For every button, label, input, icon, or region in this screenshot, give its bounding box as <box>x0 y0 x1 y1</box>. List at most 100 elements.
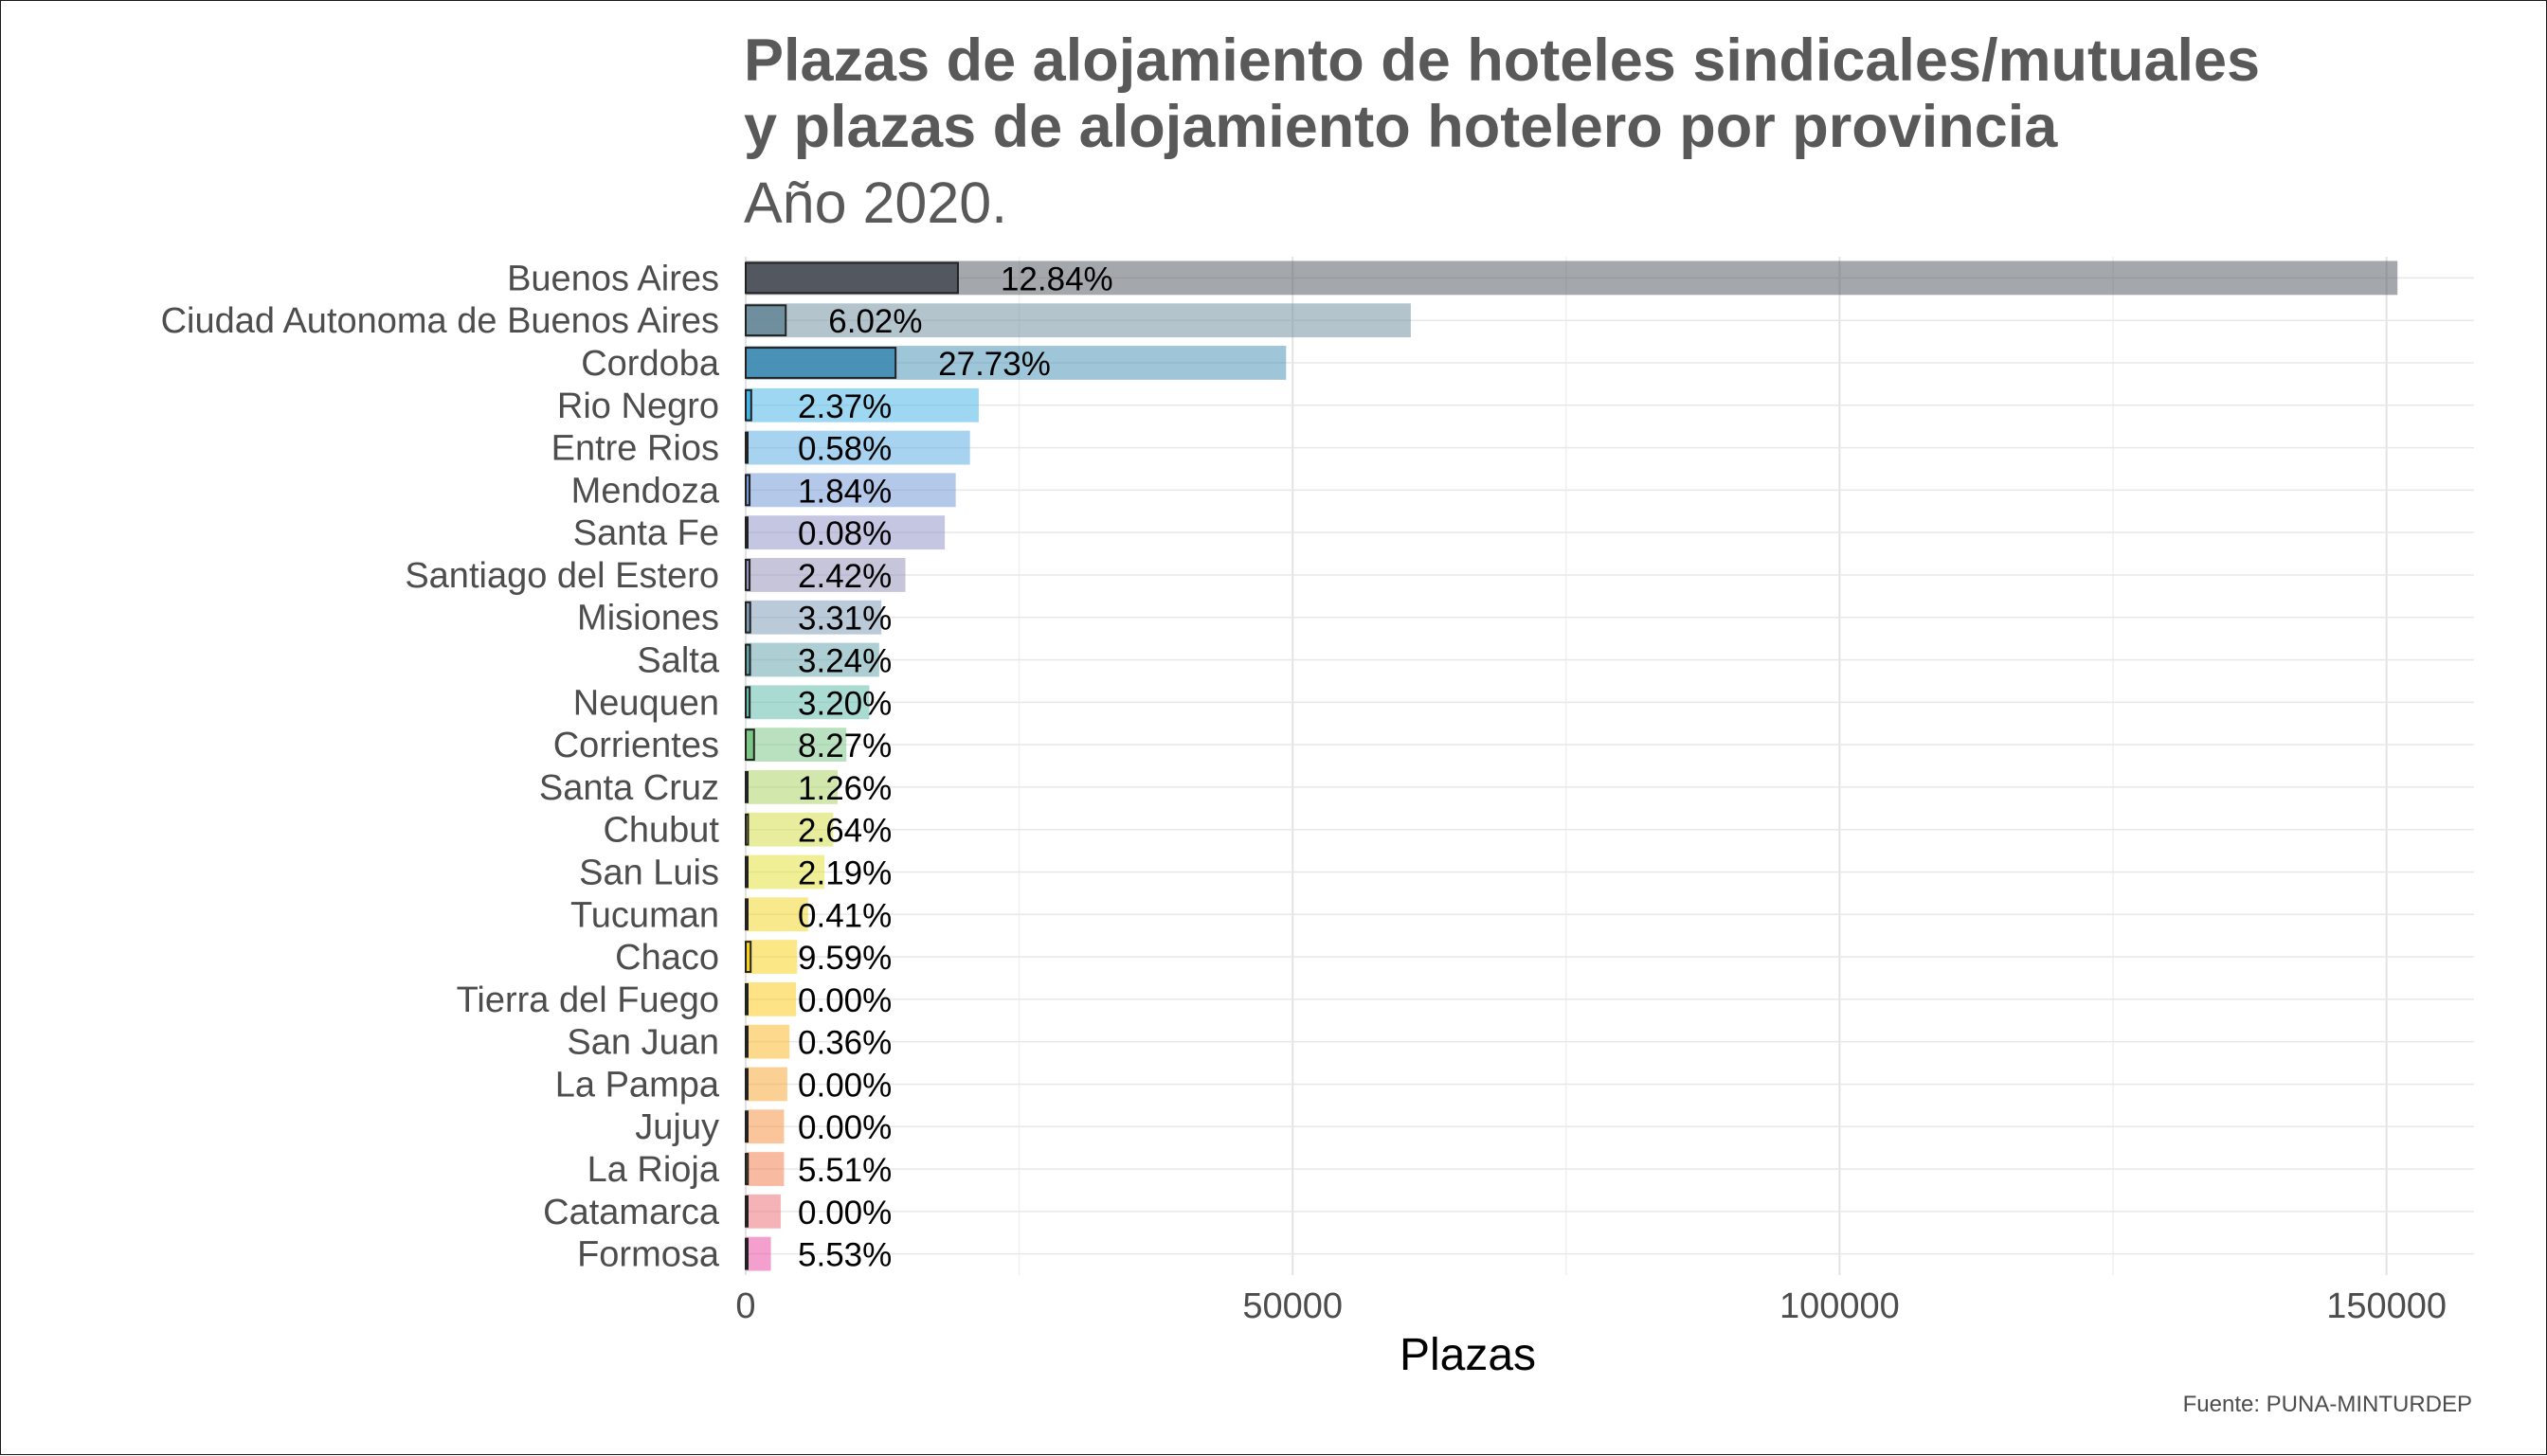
bar-total-plazas <box>746 1194 781 1229</box>
bar-data-label: 6.02% <box>828 303 922 340</box>
bar-total-plazas <box>746 642 879 677</box>
bar-data-label: 3.24% <box>798 643 892 680</box>
bar-total-plazas <box>746 685 870 720</box>
y-tick-label: San Luis <box>579 853 719 892</box>
bar-total-plazas <box>746 430 970 465</box>
bar-total-plazas <box>746 515 946 550</box>
bar-total-plazas <box>746 261 2398 296</box>
bar-sindical-plazas <box>745 388 752 422</box>
y-tick-label: Jujuy <box>635 1107 719 1147</box>
bar-data-label: 0.41% <box>798 897 892 934</box>
bar-sindical-plazas <box>745 686 751 719</box>
y-tick-label: Rio Negro <box>557 386 719 426</box>
bar-data-label: 2.19% <box>798 854 892 891</box>
bar-sindical-plazas <box>745 1068 749 1101</box>
y-tick-label: Santa Cruz <box>539 768 719 808</box>
bar-sindical-plazas <box>745 982 749 1016</box>
bar-data-label: 0.00% <box>798 1195 892 1231</box>
chart-title: Plazas de alojamiento de hoteles sindica… <box>744 27 2260 160</box>
y-tick-label: La Pampa <box>555 1065 720 1105</box>
bar-total-plazas <box>746 1109 785 1144</box>
y-tick-label: Tucuman <box>570 895 719 935</box>
bar-data-label: 27.73% <box>938 346 1051 383</box>
bar-data-label: 9.59% <box>798 940 892 977</box>
y-tick-label: Cordoba <box>581 344 720 384</box>
bar-data-label: 8.27% <box>798 728 892 764</box>
bar-sindical-plazas <box>745 855 749 889</box>
chart-title-line: Plazas de alojamiento de hoteles sindica… <box>744 27 2261 94</box>
bar-sindical-plazas <box>745 898 749 931</box>
x-tick-label: 50000 <box>1242 1286 1343 1326</box>
bar-total-plazas <box>746 387 979 422</box>
y-tick-label: Santiago del Estero <box>405 556 719 596</box>
bar-sindical-plazas <box>745 941 752 973</box>
bar-sindical-plazas <box>745 643 751 676</box>
bar-total-plazas <box>746 303 1411 338</box>
bar-sindical-plazas <box>745 474 751 507</box>
y-tick-label: San Juan <box>567 1023 719 1063</box>
y-tick-label: Chaco <box>615 938 719 978</box>
y-tick-label: Entre Rios <box>551 429 719 469</box>
bar-data-label: 0.00% <box>798 982 892 1019</box>
bar-sindical-plazas <box>745 261 959 295</box>
bar-data-label: 2.37% <box>798 388 892 425</box>
bar-sindical-plazas <box>745 1237 749 1270</box>
bar-data-label: 0.58% <box>798 431 892 468</box>
y-tick-label: Buenos Aires <box>507 259 719 298</box>
bar-sindical-plazas <box>745 1025 749 1058</box>
y-tick-label: Ciudad Autonoma de Buenos Aires <box>161 301 719 341</box>
bar-total-plazas <box>746 769 838 804</box>
bar-data-label: 3.20% <box>798 685 892 722</box>
bar-data-label: 2.64% <box>798 813 892 850</box>
bar-sindical-plazas <box>745 347 897 379</box>
bar-total-plazas <box>746 558 906 592</box>
y-tick-label: Formosa <box>577 1235 720 1275</box>
bar-total-plazas <box>746 1236 771 1271</box>
source-caption: Fuente: PUNA-MINTURDEP <box>2182 1392 2472 1417</box>
bar-data-label: 12.84% <box>1001 261 1113 297</box>
x-axis-title: Plazas <box>1400 1330 1536 1380</box>
x-tick-label: 150000 <box>2326 1286 2447 1326</box>
bar-data-label: 0.36% <box>798 1025 892 1062</box>
bar-total-plazas <box>746 1067 787 1102</box>
chart-subtitle: Año 2020. <box>744 171 1008 235</box>
bar-total-plazas <box>746 812 834 847</box>
bar-sindical-plazas <box>745 431 749 464</box>
y-tick-label: Neuquen <box>573 683 719 723</box>
bar-data-label: 1.84% <box>798 473 892 510</box>
bar-sindical-plazas <box>745 813 750 846</box>
y-tick-label: Tierra del Fuego <box>457 980 719 1020</box>
y-tick-label: Santa Fe <box>573 513 719 553</box>
bar-data-label: 5.51% <box>798 1152 892 1189</box>
bar-sindical-plazas <box>745 1195 749 1228</box>
bar-sindical-plazas <box>745 770 749 803</box>
bar-data-label: 1.26% <box>798 770 892 807</box>
bar-total-plazas <box>746 897 808 932</box>
y-tick-label: Chubut <box>603 811 719 851</box>
bar-data-label: 0.00% <box>798 1109 892 1146</box>
x-tick-label: 100000 <box>1779 1286 1900 1326</box>
bar-data-label: 2.42% <box>798 558 892 595</box>
bar-total-plazas <box>746 981 797 1016</box>
bar-total-plazas <box>746 728 847 763</box>
bar-total-plazas <box>746 473 956 508</box>
x-tick-label: 0 <box>735 1286 755 1326</box>
bar-total-plazas <box>746 1024 790 1059</box>
bar-total-plazas <box>746 854 825 890</box>
y-tick-label: Misiones <box>577 599 719 638</box>
bar-sindical-plazas <box>745 728 755 762</box>
bar-data-label: 3.31% <box>798 601 892 638</box>
bar-sindical-plazas <box>745 1110 749 1143</box>
bar-data-label: 5.53% <box>798 1237 892 1274</box>
y-tick-label: Salta <box>637 641 719 681</box>
bar-sindical-plazas <box>745 516 749 549</box>
bar-total-plazas <box>746 940 798 974</box>
bar-data-label: 0.08% <box>798 515 892 552</box>
y-tick-label: Mendoza <box>571 471 720 511</box>
bar-sindical-plazas <box>745 601 751 634</box>
bar-sindical-plazas <box>745 304 787 337</box>
bar-data-label: 0.00% <box>798 1067 892 1104</box>
bar-sindical-plazas <box>745 1153 750 1185</box>
